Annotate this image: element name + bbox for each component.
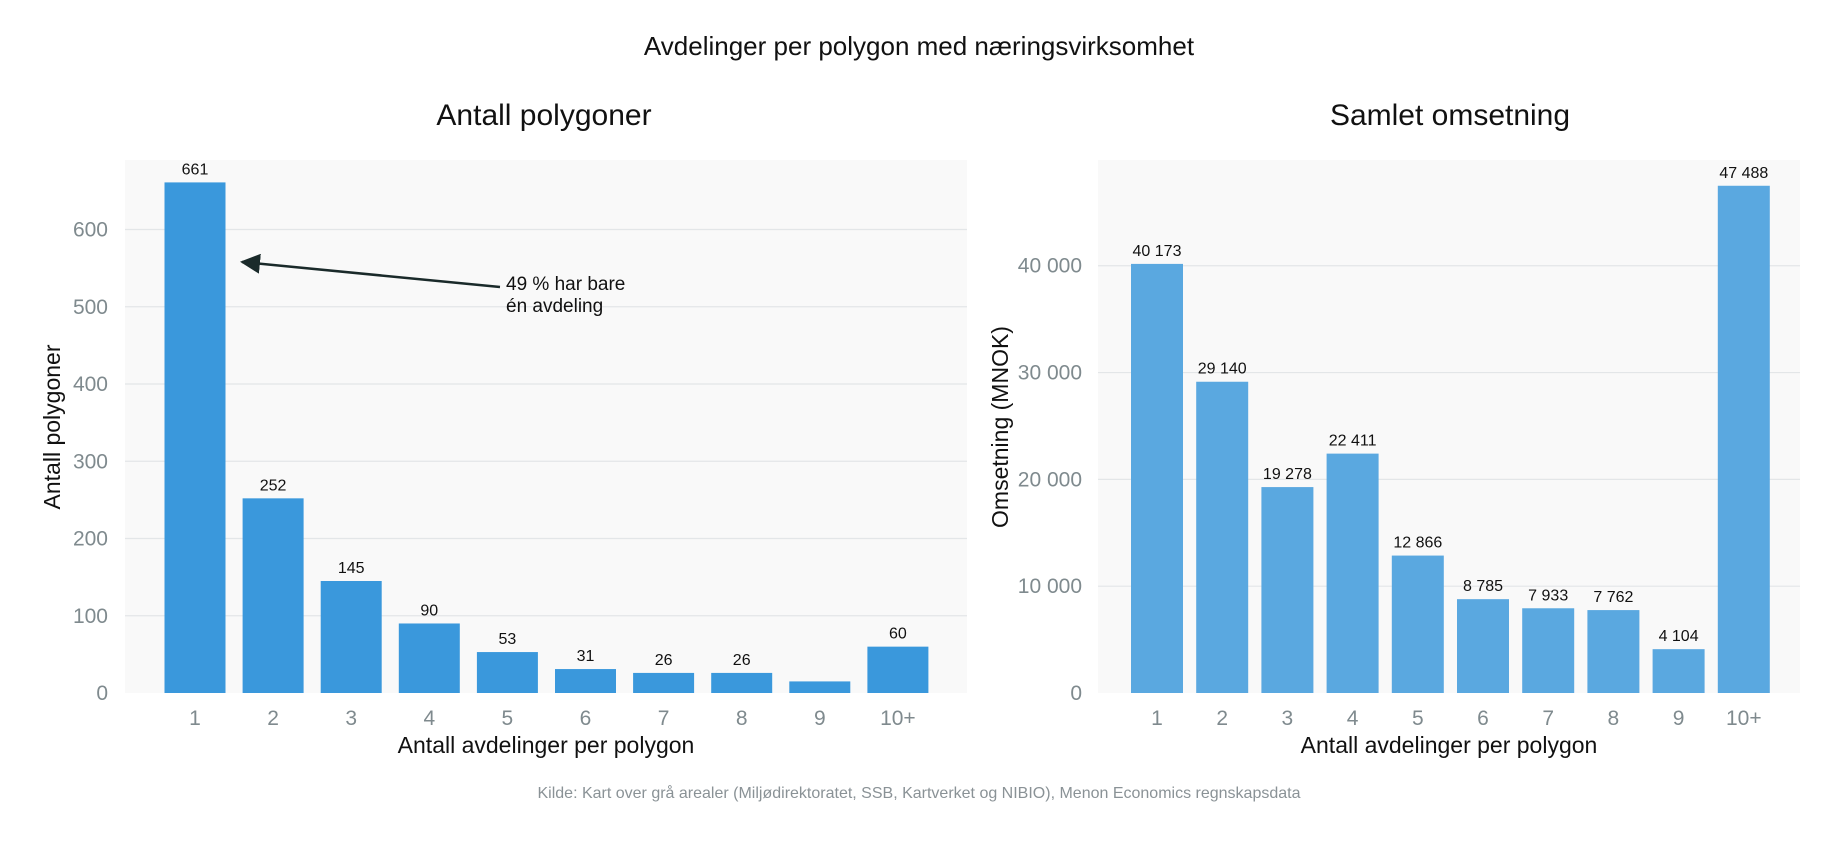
- bar-left: [320, 580, 382, 693]
- data-label-right: 19 278: [1263, 466, 1312, 483]
- data-label-right: 12 866: [1393, 535, 1442, 552]
- data-label-left: 53: [499, 631, 517, 648]
- bar-right: [1391, 555, 1444, 693]
- annotation-line-1: 49 % har bare: [506, 274, 625, 295]
- x-tick-label-right: 2: [1216, 707, 1228, 730]
- data-label-right: 7 933: [1528, 587, 1568, 604]
- data-label-right: 4 104: [1659, 628, 1699, 645]
- x-tick-label-left: 2: [267, 707, 279, 730]
- annotation: 49 % har bare én avdeling: [240, 253, 625, 317]
- x-tick-label-left: 10+: [880, 707, 916, 730]
- bar-left: [164, 182, 226, 694]
- bars-right: [1131, 185, 1770, 694]
- data-labels-right: 40 173 29 140 19 278 22 411 12 866 8 785 7 933…: [1133, 165, 1769, 645]
- x-tick-label-right: 9: [1673, 707, 1685, 730]
- y-tick-label-right: 30 000: [1018, 362, 1082, 385]
- bar-left: [711, 672, 773, 693]
- y-tick-label-right: 40 000: [1018, 255, 1082, 278]
- figure-title: Avdelinger per polygon med næringsvirkso…: [644, 31, 1195, 61]
- y-tick-label-right: 10 000: [1018, 575, 1082, 598]
- bar-right: [1717, 185, 1770, 694]
- data-label-left: 26: [655, 652, 673, 669]
- x-axis-label-right: Antall avdelinger per polygon: [1301, 732, 1598, 758]
- x-tick-label-right: 10+: [1726, 707, 1762, 730]
- bar-left: [398, 623, 460, 693]
- bar-right: [1457, 599, 1509, 693]
- x-tick-label-right: 3: [1282, 707, 1294, 730]
- source-note: Kilde: Kart over grå arealer (Miljødirek…: [538, 784, 1301, 802]
- data-label-left: 60: [889, 626, 907, 643]
- data-labels-left: 661 252 145 90 53 31 26 26 60: [182, 161, 907, 669]
- x-tick-label-right: 4: [1347, 707, 1359, 730]
- x-tick-label-left: 4: [423, 707, 435, 730]
- x-tick-label-right: 8: [1608, 707, 1620, 730]
- y-tick-label-right: 20 000: [1018, 468, 1082, 491]
- data-label-left: 145: [338, 560, 365, 577]
- data-label-right: 40 173: [1133, 243, 1182, 260]
- bar-left: [476, 652, 538, 693]
- bar-right: [1196, 381, 1249, 693]
- y-tick-label-left: 500: [73, 296, 108, 319]
- data-label-left: 90: [420, 602, 438, 619]
- annotation-line-2: én avdeling: [506, 296, 603, 317]
- y-tick-label-left: 200: [73, 528, 108, 551]
- x-tick-label-left: 7: [658, 707, 670, 730]
- y-axis-label-right: Omsetning (MNOK): [987, 326, 1013, 528]
- bar-right: [1522, 608, 1575, 693]
- bar-right: [1587, 610, 1640, 693]
- bar-left: [789, 681, 851, 693]
- x-tick-label-right: 5: [1412, 707, 1424, 730]
- x-tick-label-left: 6: [580, 707, 592, 730]
- bar-left: [633, 672, 695, 693]
- data-label-left: 26: [733, 652, 751, 669]
- data-label-right: 22 411: [1329, 433, 1377, 450]
- data-label-right: 47 488: [1719, 165, 1768, 182]
- y-tick-label-left: 100: [73, 605, 108, 628]
- bar-right: [1131, 263, 1183, 693]
- data-label-right: 29 140: [1198, 361, 1247, 378]
- data-label-left: 252: [260, 477, 287, 494]
- x-axis-label-left: Antall avdelinger per polygon: [398, 732, 695, 758]
- y-tick-label-left: 600: [73, 219, 108, 242]
- bars-left: [164, 182, 929, 694]
- bar-right: [1652, 649, 1705, 693]
- bar-right: [1326, 453, 1379, 693]
- bar-left: [867, 646, 929, 693]
- ticks-right: 0 10 000 20 000 30 000 40 000 1 2 3 4 5 6 7 8 9 10+: [1018, 255, 1762, 730]
- y-tick-label-left: 0: [96, 682, 108, 705]
- data-label-right: 8 785: [1463, 578, 1503, 595]
- y-axis-label-left: Antall polygoner: [39, 344, 65, 509]
- x-tick-label-right: 6: [1477, 707, 1489, 730]
- bar-left: [555, 669, 616, 693]
- chart-title-left: Antall polygoner: [436, 99, 651, 132]
- y-tick-label-right: 0: [1070, 682, 1082, 705]
- x-tick-label-right: 7: [1542, 707, 1554, 730]
- data-label-right: 7 762: [1593, 589, 1633, 606]
- y-tick-label-left: 300: [73, 450, 108, 473]
- annotation-arrow: [240, 253, 501, 289]
- bar-left: [242, 498, 304, 693]
- chart-title-right: Samlet omsetning: [1330, 99, 1570, 132]
- x-tick-label-left: 3: [345, 707, 357, 730]
- ticks-left: 0 100 200 300 400 500 600 1 2 3 4 5 6 7 8 9 10+: [73, 219, 916, 730]
- x-tick-label-left: 5: [502, 707, 514, 730]
- bar-right: [1261, 487, 1314, 693]
- x-tick-label-left: 9: [814, 707, 826, 730]
- x-tick-label-right: 1: [1151, 707, 1163, 730]
- x-tick-label-left: 1: [189, 707, 201, 730]
- data-label-left: 661: [182, 161, 209, 178]
- data-label-left: 31: [577, 648, 595, 665]
- x-tick-label-left: 8: [736, 707, 748, 730]
- y-tick-label-left: 400: [73, 373, 108, 396]
